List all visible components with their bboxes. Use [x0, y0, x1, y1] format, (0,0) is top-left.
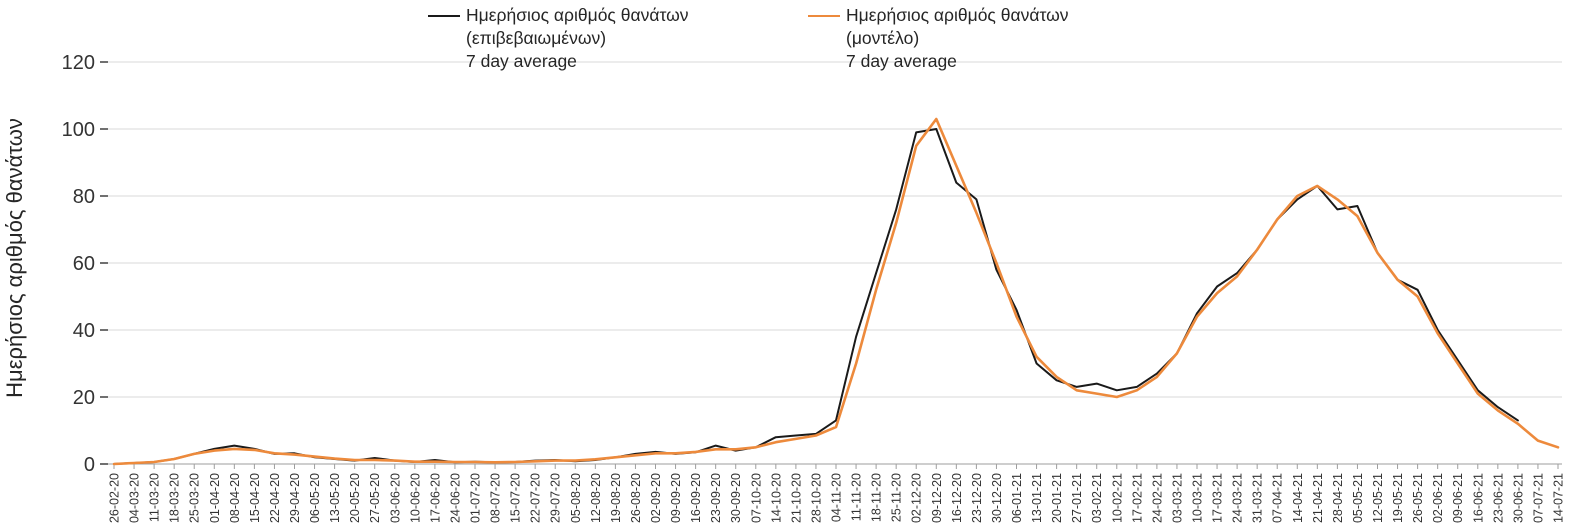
gridlines-group	[108, 61, 1562, 465]
y-tick-label: 60	[73, 253, 95, 275]
x-tick-label: 21-04-21	[1311, 473, 1325, 523]
legend-entry-model: Ημερήσιος αριθμός θανάτων (μοντέλο) 7 da…	[808, 4, 1069, 73]
x-tick-label: 11-11-20	[850, 473, 864, 521]
x-tick-label: 10-02-21	[1110, 473, 1124, 523]
x-tick-label: 07-04-21	[1271, 473, 1285, 523]
x-tick-label: 29-04-20	[288, 473, 302, 523]
x-tick-label: 19-05-21	[1391, 473, 1405, 523]
x-tick-label: 13-01-21	[1030, 473, 1044, 523]
x-tick-label: 09-06-21	[1451, 473, 1465, 523]
x-tick-label: 04-03-20	[128, 473, 142, 523]
x-tick-label: 29-07-20	[549, 473, 563, 523]
x-tick-label: 26-08-20	[629, 473, 643, 523]
x-tick-label: 30-09-20	[729, 473, 743, 523]
x-tick-label: 28-04-21	[1331, 473, 1345, 523]
x-tick-label: 30-12-20	[990, 473, 1004, 523]
x-tick-label: 24-02-21	[1150, 473, 1164, 523]
x-tick-label: 19-08-20	[609, 473, 623, 523]
x-tick-label: 27-05-20	[368, 473, 382, 523]
y-tick-label: 0	[84, 454, 95, 476]
x-tick-label: 20-05-20	[348, 473, 362, 523]
x-tick-label: 28-10-20	[809, 473, 823, 523]
x-tick-label: 17-02-21	[1130, 473, 1144, 523]
x-tick-label: 30-06-21	[1511, 473, 1525, 523]
x-tick-label: 08-07-20	[489, 473, 503, 523]
x-tick-label: 27-01-21	[1070, 473, 1084, 523]
x-tick-label: 26-02-20	[108, 473, 122, 523]
x-tick-label: 02-06-21	[1431, 473, 1445, 523]
x-tick-label: 13-05-20	[328, 473, 342, 523]
x-tick-label: 23-06-21	[1491, 473, 1505, 523]
legend-entry-confirmed: Ημερήσιος αριθμός θανάτων (επιβεβαιωμένω…	[428, 4, 689, 73]
y-tick-label: 20	[73, 387, 95, 409]
x-tick-label: 24-03-21	[1231, 473, 1245, 523]
x-tick-label: 12-08-20	[589, 473, 603, 523]
x-tick-label: 05-05-21	[1351, 473, 1365, 523]
x-tick-label: 01-04-20	[208, 473, 222, 523]
x-tick-label: 06-05-20	[308, 473, 322, 523]
x-tick-label: 09-09-20	[669, 473, 683, 523]
x-tick-label: 17-06-20	[428, 473, 442, 523]
x-tick-label: 07-07-21	[1531, 473, 1545, 523]
x-tick-label: 31-03-21	[1251, 473, 1265, 523]
x-tick-label: 01-07-20	[469, 473, 483, 523]
series-line-confirmed	[113, 128, 1519, 465]
x-tick-label: 05-08-20	[569, 473, 583, 523]
x-tick-label: 08-04-20	[228, 473, 242, 523]
x-axis-ticks-group: 26-02-20 04-03-20 11-03-20 18-03-20 25-03-20…	[108, 464, 1566, 523]
x-tick-label: 24-06-20	[448, 473, 462, 523]
legend-label-confirmed: Ημερήσιος αριθμός θανάτων (επιβεβαιωμένω…	[466, 5, 689, 72]
y-axis-ticks-group: 0 20 40 60 80 100 120	[62, 52, 108, 476]
legend-line-swatch-model-icon	[808, 15, 840, 17]
x-tick-label: 14-04-21	[1291, 473, 1305, 523]
x-tick-label: 02-12-20	[910, 473, 924, 523]
legend-line-swatch-confirmed-icon	[428, 15, 460, 17]
x-tick-label: 14-07-21	[1552, 473, 1566, 523]
x-tick-label: 03-06-20	[388, 473, 402, 523]
x-tick-label: 17-03-21	[1211, 473, 1225, 523]
x-tick-label: 04-11-20	[830, 473, 844, 522]
x-tick-label: 10-03-21	[1191, 473, 1205, 523]
x-tick-label: 03-03-21	[1170, 473, 1184, 523]
legend: Ημερήσιος αριθμός θανάτων (επιβεβαιωμένω…	[0, 4, 1573, 88]
series-lines-group	[112, 117, 1560, 466]
x-tick-label: 09-12-20	[930, 473, 944, 523]
x-tick-label: 22-07-20	[529, 473, 543, 523]
x-tick-label: 18-11-20	[870, 473, 884, 522]
series-line-model	[112, 117, 1560, 466]
y-tick-label: 80	[73, 186, 95, 208]
x-tick-label: 07-10-20	[749, 473, 763, 523]
y-tick-label: 100	[62, 119, 95, 141]
x-tick-label: 06-01-21	[1010, 473, 1024, 523]
x-tick-label: 18-03-20	[168, 473, 182, 523]
x-tick-label: 03-02-21	[1090, 473, 1104, 523]
x-tick-label: 21-10-20	[789, 473, 803, 523]
x-tick-label: 23-09-20	[709, 473, 723, 523]
x-tick-label: 16-09-20	[689, 473, 703, 523]
x-tick-label: 11-03-20	[148, 473, 162, 522]
x-tick-label: 10-06-20	[408, 473, 422, 523]
x-tick-label: 22-04-20	[268, 473, 282, 523]
x-tick-label: 25-11-20	[890, 473, 904, 522]
x-tick-label: 26-05-21	[1411, 473, 1425, 523]
x-tick-label: 20-01-21	[1050, 473, 1064, 523]
x-tick-label: 15-07-20	[509, 473, 523, 523]
y-tick-label: 120	[62, 52, 95, 74]
y-axis-title: Ημερήσιος αριθμός θανάτων	[2, 118, 27, 398]
x-tick-label: 14-10-20	[769, 473, 783, 523]
legend-label-model: Ημερήσιος αριθμός θανάτων (μοντέλο) 7 da…	[846, 5, 1069, 72]
x-tick-label: 23-12-20	[970, 473, 984, 523]
x-tick-label: 12-05-21	[1371, 473, 1385, 523]
y-tick-label: 40	[73, 320, 95, 342]
x-tick-label: 16-12-20	[950, 473, 964, 523]
x-tick-label: 25-03-20	[188, 473, 202, 523]
x-tick-label: 15-04-20	[248, 473, 262, 523]
x-tick-label: 02-09-20	[649, 473, 663, 523]
x-tick-label: 16-06-21	[1471, 473, 1485, 523]
